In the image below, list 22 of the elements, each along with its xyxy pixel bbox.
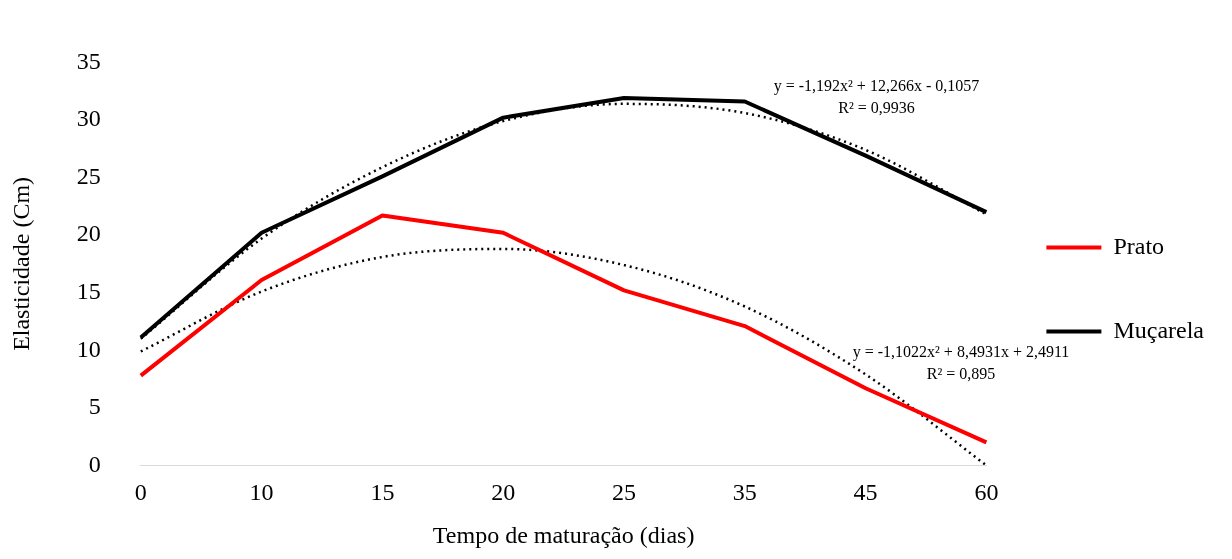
x-tick-label: 45 [853,479,878,506]
y-tick-label: 25 [76,162,101,189]
x-axis-title: Tempo de maturação (dias) [432,521,695,548]
annotation: y = -1,1022x² + 8,4931x + 2,4911 R² = 0,895 [852,342,1070,382]
x-tick-label: 15 [370,479,395,506]
y-tick-label: 10 [76,335,101,362]
annotation: y = -1,192x² + 12,266x - 0,1057 R² = 0,9936 [773,76,980,116]
y-tick-label: 30 [76,105,101,132]
x-tick-label: 25 [611,479,636,506]
y-tick-label: 35 [76,47,101,74]
legend-label: Prato [1113,232,1165,259]
y-axis-title: Elasticidade (Cm) [7,176,34,351]
y-tick-label: 0 [88,450,101,477]
x-tick-label: 10 [249,479,274,506]
y-tick-label: 15 [76,277,101,304]
legend-label: Muçarela [1113,316,1205,343]
x-tick-label: 35 [732,479,757,506]
x-tick-label: 0 [134,479,147,506]
x-tick-label: 60 [974,479,999,506]
y-tick-label: 20 [76,220,101,247]
x-tick-label: 20 [491,479,516,506]
y-tick-label: 5 [88,393,101,420]
